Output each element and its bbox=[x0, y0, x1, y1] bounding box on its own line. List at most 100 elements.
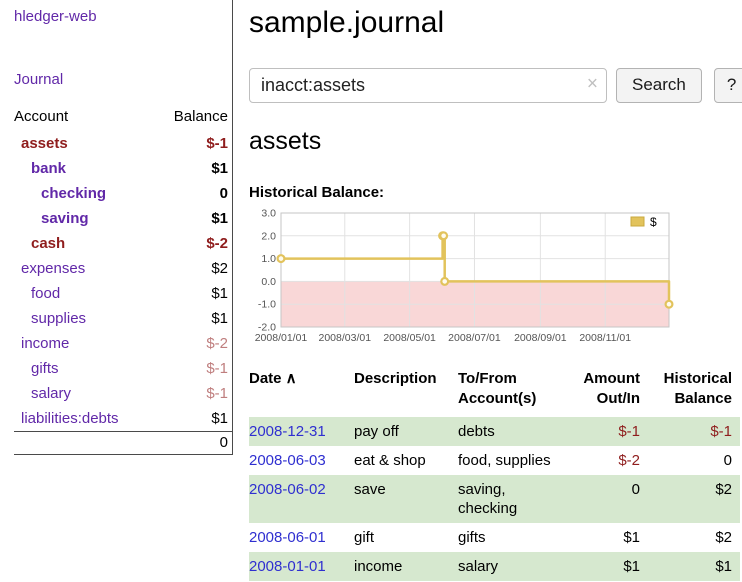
accounts-total-row: 0 bbox=[14, 431, 232, 455]
svg-text:2008/05/01: 2008/05/01 bbox=[383, 332, 436, 344]
register-header-date[interactable]: Date ∧ bbox=[249, 369, 297, 387]
account-row: checking 0 bbox=[14, 181, 232, 206]
svg-text:0.0: 0.0 bbox=[261, 275, 276, 287]
transaction-balance: $-1 bbox=[710, 422, 732, 440]
account-balance: 0 bbox=[219, 185, 228, 202]
account-row: liabilities:debts $1 bbox=[14, 406, 232, 432]
account-balance: $1 bbox=[211, 210, 228, 227]
svg-text:-1.0: -1.0 bbox=[258, 298, 276, 310]
account-balance: $1 bbox=[211, 310, 228, 327]
svg-text:2.0: 2.0 bbox=[261, 230, 276, 242]
account-link[interactable]: food bbox=[31, 285, 61, 302]
account-balance: $-2 bbox=[206, 335, 228, 352]
account-link[interactable]: liabilities:debts bbox=[21, 410, 119, 427]
sidebar: hledger-web Journal Account Balance asse… bbox=[0, 0, 233, 455]
svg-text:$: $ bbox=[650, 215, 657, 229]
accounts-header-balance: Balance bbox=[173, 108, 228, 125]
account-balance: $1 bbox=[211, 160, 228, 177]
transaction-date-link[interactable]: 2008-06-01 bbox=[249, 528, 326, 546]
transaction-description: pay off bbox=[354, 422, 399, 440]
search-box: × bbox=[249, 67, 607, 103]
transaction-row: 2008-06-02 save saving, checking 0 $2 bbox=[249, 474, 740, 523]
account-balance: $-1 bbox=[206, 135, 228, 152]
transaction-date-link[interactable]: 2008-06-03 bbox=[249, 451, 326, 469]
accounts-table: Account Balance assets $-1 bank $1 checking 0… bbox=[14, 108, 232, 455]
transaction-date-link[interactable]: 2008-06-02 bbox=[249, 480, 326, 498]
register-header-amount: Amount Out/In bbox=[583, 369, 640, 407]
accounts-header-account: Account bbox=[14, 108, 69, 125]
transaction-accounts: salary bbox=[458, 557, 499, 575]
app-title-link[interactable]: hledger-web bbox=[14, 8, 97, 25]
register-table: Date ∧ Description To/From Account(s) Amoun… bbox=[249, 367, 740, 581]
sidebar-journal-link[interactable]: Journal bbox=[14, 71, 64, 88]
svg-text:2008/01/01: 2008/01/01 bbox=[255, 332, 308, 344]
transaction-description: income bbox=[354, 557, 403, 575]
account-link[interactable]: supplies bbox=[31, 310, 87, 327]
account-row: cash $-2 bbox=[14, 231, 232, 256]
account-link[interactable]: assets bbox=[21, 135, 68, 152]
transaction-row: 2008-06-03 eat & shop food, supplies $-2 0 bbox=[249, 446, 740, 475]
account-balance: $2 bbox=[211, 260, 228, 277]
transaction-row: 2008-12-31 pay off debts $-1 $-1 bbox=[249, 416, 740, 446]
accounts-header-row: Account Balance bbox=[14, 108, 232, 131]
clear-search-icon[interactable]: × bbox=[586, 73, 598, 95]
transaction-description: gift bbox=[354, 528, 375, 546]
account-link[interactable]: gifts bbox=[31, 360, 59, 377]
transaction-description: eat & shop bbox=[354, 451, 426, 469]
account-link[interactable]: salary bbox=[31, 385, 72, 402]
account-balance: $-2 bbox=[206, 235, 228, 252]
transaction-row: 2008-01-01 income salary $1 $1 bbox=[249, 551, 740, 581]
account-row: assets $-1 bbox=[14, 131, 232, 156]
svg-text:2008/07/01: 2008/07/01 bbox=[448, 332, 501, 344]
register-header-row: Date ∧ Description To/From Account(s) Amoun… bbox=[249, 367, 740, 417]
search-input[interactable] bbox=[249, 67, 607, 103]
account-link[interactable]: checking bbox=[41, 185, 107, 202]
transaction-balance: 0 bbox=[723, 451, 732, 469]
account-link[interactable]: income bbox=[21, 335, 70, 352]
transaction-description: save bbox=[354, 480, 386, 498]
account-balance: $1 bbox=[211, 410, 228, 427]
svg-text:2008/11/01: 2008/11/01 bbox=[579, 332, 631, 344]
sort-ascending-icon[interactable]: ∧ bbox=[281, 369, 297, 387]
main-content: sample.journal × Search ? assets Histori… bbox=[233, 0, 742, 581]
search-button[interactable]: Search bbox=[616, 67, 702, 103]
transaction-balance: $2 bbox=[715, 528, 732, 546]
account-row: supplies $1 bbox=[14, 306, 232, 331]
transaction-amount: 0 bbox=[631, 480, 640, 498]
account-row: income $-2 bbox=[14, 331, 232, 356]
svg-text:2008/03/01: 2008/03/01 bbox=[318, 332, 371, 344]
transaction-amount: $-2 bbox=[618, 451, 640, 469]
transaction-amount: $1 bbox=[623, 528, 640, 546]
transaction-accounts: saving, checking bbox=[458, 480, 518, 517]
account-link[interactable]: cash bbox=[31, 235, 66, 252]
svg-text:-2.0: -2.0 bbox=[258, 321, 276, 333]
account-row: saving $1 bbox=[14, 206, 232, 231]
account-link[interactable]: bank bbox=[31, 160, 67, 177]
help-button[interactable]: ? bbox=[713, 67, 742, 103]
account-row: salary $-1 bbox=[14, 381, 232, 406]
transaction-amount: $-1 bbox=[618, 422, 640, 440]
account-row: bank $1 bbox=[14, 156, 232, 181]
svg-text:2008/09/01: 2008/09/01 bbox=[514, 332, 567, 344]
account-balance: $-1 bbox=[206, 360, 228, 377]
transaction-balance: $2 bbox=[715, 480, 732, 498]
account-link[interactable]: saving bbox=[41, 210, 89, 227]
account-balance: $1 bbox=[211, 285, 228, 302]
transaction-accounts: food, supplies bbox=[458, 451, 551, 469]
transaction-accounts: debts bbox=[458, 422, 495, 440]
account-row: food $1 bbox=[14, 281, 232, 306]
transaction-accounts: gifts bbox=[458, 528, 486, 546]
transaction-date-link[interactable]: 2008-12-31 bbox=[249, 422, 326, 440]
chart-title: Historical Balance: bbox=[249, 183, 385, 201]
account-balance: $-1 bbox=[206, 385, 228, 402]
svg-text:1.0: 1.0 bbox=[261, 253, 276, 265]
account-row: expenses $2 bbox=[14, 256, 232, 281]
accounts-total-value: 0 bbox=[154, 431, 232, 455]
transaction-date-link[interactable]: 2008-01-01 bbox=[249, 557, 326, 575]
transaction-row: 2008-06-01 gift gifts $1 $2 bbox=[249, 523, 740, 552]
account-row: gifts $-1 bbox=[14, 356, 232, 381]
svg-text:3.0: 3.0 bbox=[261, 207, 276, 219]
account-link[interactable]: expenses bbox=[21, 260, 86, 277]
